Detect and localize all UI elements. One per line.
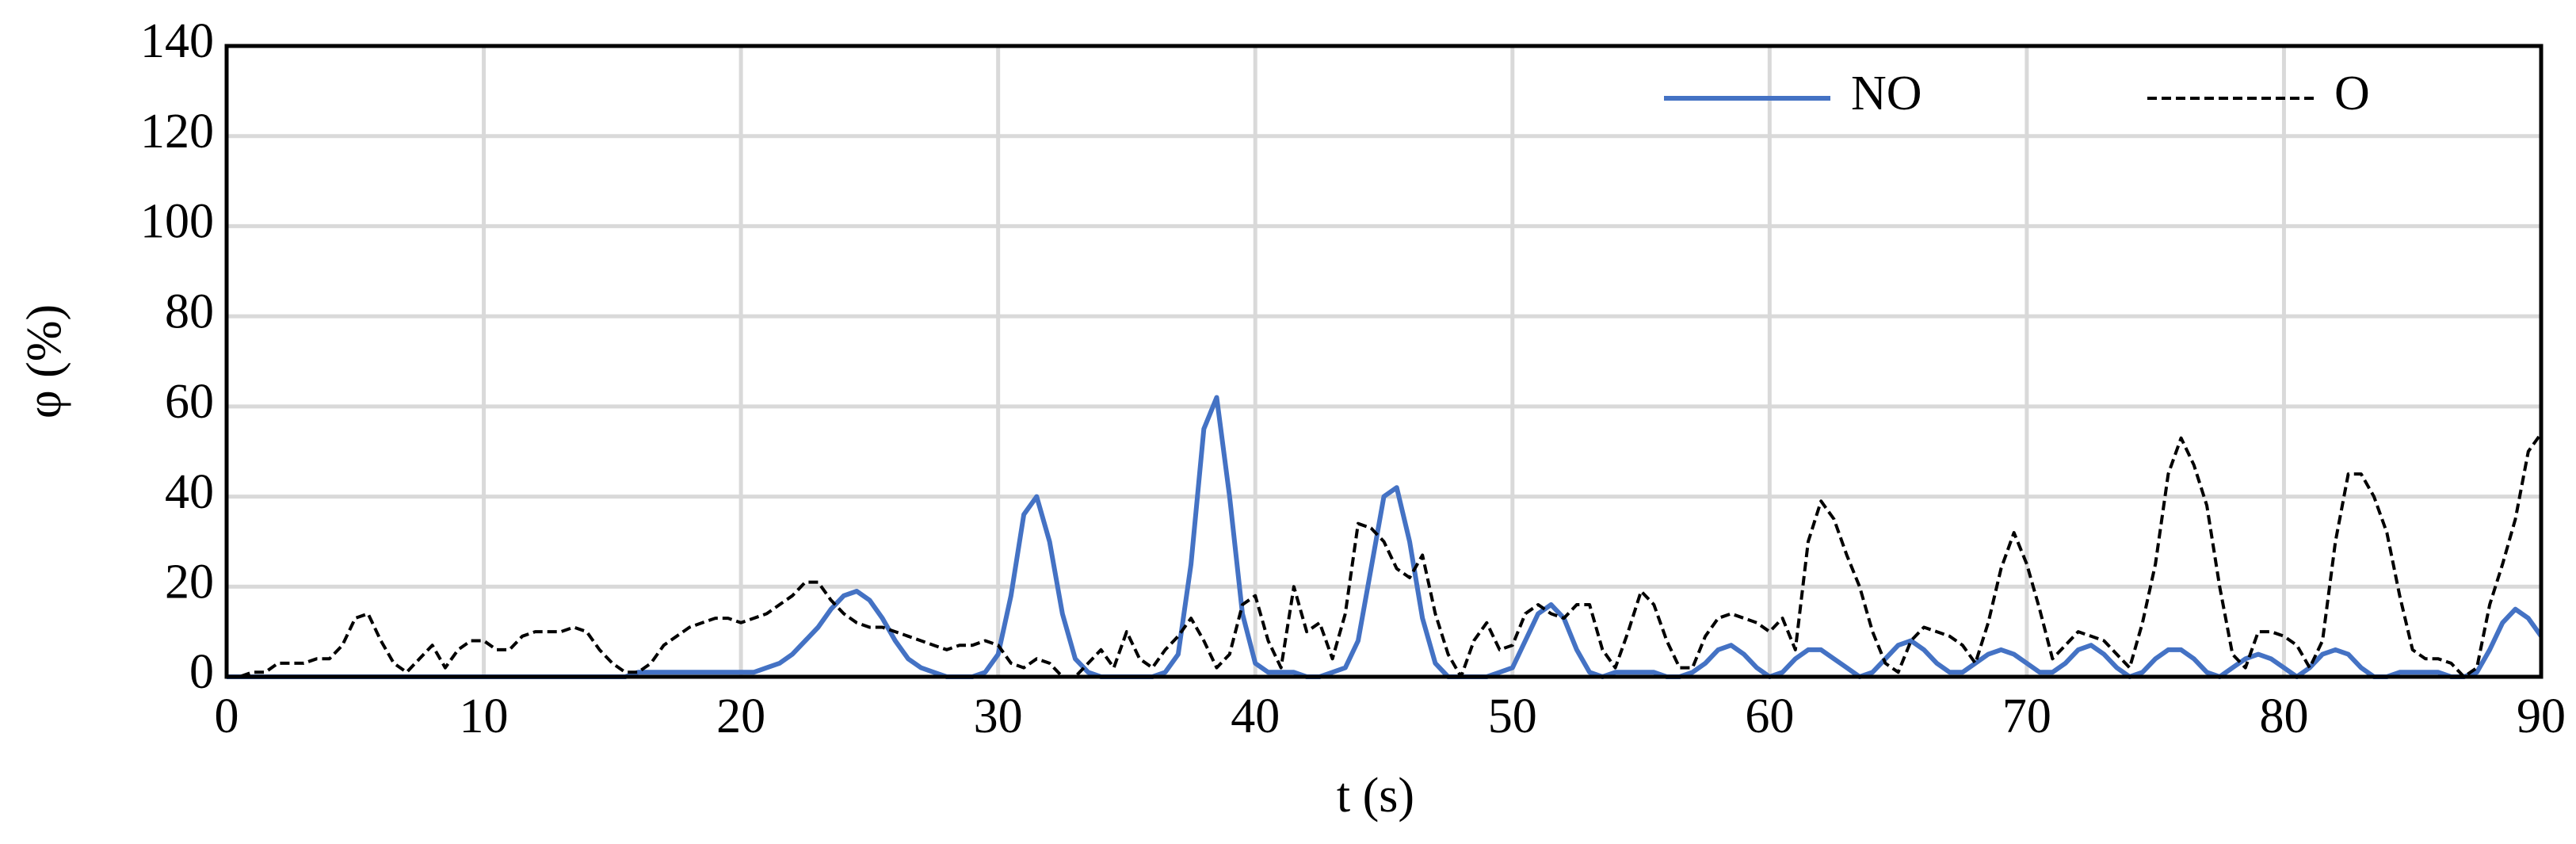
data-line (227, 395, 2544, 679)
y-tick-label: 140 (140, 14, 214, 68)
x-tick-label: 10 (460, 689, 509, 743)
x-axis-label: t (s) (1337, 769, 1414, 823)
x-tick-label: 30 (974, 689, 1023, 743)
x-tick-label: 80 (2259, 689, 2308, 743)
data-line (227, 432, 2543, 678)
y-tick-label: 120 (140, 105, 214, 158)
y-tick-label: 80 (165, 285, 214, 338)
y-axis-label: φ (%) (17, 304, 71, 418)
x-tick-label: 90 (2517, 689, 2566, 743)
y-tick-label: 0 (189, 645, 214, 699)
y-tick-label: 60 (165, 375, 214, 429)
x-tick-label: 20 (716, 689, 765, 743)
y-tick-label: 40 (165, 465, 214, 519)
x-tick-label: 40 (1231, 689, 1280, 743)
y-tick-label: 100 (140, 195, 214, 249)
legend-label: O (2334, 67, 2370, 120)
plot-border (224, 44, 2544, 679)
x-tick-label: 50 (1488, 689, 1537, 743)
x-tick-label: 60 (1745, 689, 1794, 743)
x-tick-label: 0 (215, 689, 239, 743)
y-tick-label: 20 (165, 556, 214, 609)
x-tick-label: 70 (2002, 689, 2051, 743)
legend-label: NO (1851, 67, 1922, 120)
